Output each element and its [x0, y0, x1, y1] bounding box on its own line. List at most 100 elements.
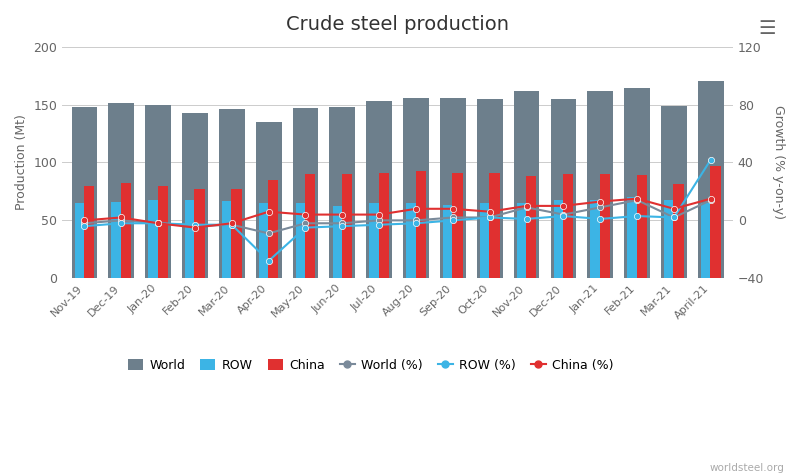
Line: World (%): World (%) [82, 197, 714, 237]
Bar [71, 107, 98, 278]
China (%) [485, 209, 494, 215]
China (%) [264, 209, 274, 215]
Bar [550, 99, 576, 278]
China (%) [595, 199, 605, 204]
Bar [554, 200, 564, 278]
ROW (%) [117, 220, 126, 226]
ROW (%) [669, 215, 678, 220]
Y-axis label: Growth (% y-on-y): Growth (% y-on-y) [772, 105, 785, 219]
ROW (%) [632, 213, 642, 219]
World (%) [301, 220, 310, 226]
World (%) [374, 218, 384, 223]
Bar [490, 173, 499, 278]
ROW (%) [558, 213, 568, 219]
World (%) [669, 215, 678, 220]
Bar [84, 186, 94, 278]
World (%) [264, 230, 274, 236]
Bar [406, 203, 417, 278]
World (%) [411, 218, 421, 223]
World (%) [522, 205, 531, 210]
Title: Crude steel production: Crude steel production [286, 15, 509, 34]
ROW (%) [374, 222, 384, 228]
Bar [268, 180, 278, 278]
World (%) [154, 220, 163, 226]
Text: ☰: ☰ [758, 19, 776, 38]
Bar [182, 113, 208, 278]
Bar [330, 107, 355, 278]
China (%) [411, 206, 421, 212]
China (%) [80, 218, 90, 223]
ROW (%) [227, 222, 237, 228]
ROW (%) [338, 223, 347, 229]
Bar [517, 203, 527, 278]
Bar [477, 99, 502, 278]
ROW (%) [706, 157, 716, 162]
World (%) [632, 197, 642, 203]
World (%) [595, 205, 605, 210]
Bar [296, 203, 306, 278]
World (%) [558, 212, 568, 218]
China (%) [190, 225, 200, 230]
Bar [194, 189, 205, 278]
Bar [333, 207, 343, 278]
Bar [370, 203, 380, 278]
China (%) [448, 206, 458, 212]
China (%) [374, 212, 384, 218]
Bar [342, 174, 352, 278]
China (%) [558, 203, 568, 209]
ROW (%) [301, 225, 310, 230]
Line: ROW (%): ROW (%) [82, 156, 714, 264]
Bar [74, 203, 85, 278]
China (%) [154, 220, 163, 226]
World (%) [190, 223, 200, 229]
ROW (%) [411, 220, 421, 226]
Bar [366, 101, 392, 278]
Bar [698, 81, 724, 278]
Bar [587, 91, 613, 278]
Bar [514, 91, 539, 278]
Bar [111, 202, 122, 278]
Bar [256, 122, 282, 278]
Bar [222, 200, 232, 278]
Bar [121, 183, 131, 278]
ROW (%) [448, 218, 458, 223]
Bar [624, 88, 650, 278]
World (%) [117, 218, 126, 223]
Bar [661, 106, 687, 278]
Bar [415, 171, 426, 278]
Bar [148, 200, 158, 278]
ROW (%) [485, 215, 494, 220]
Bar [526, 176, 536, 278]
Bar [185, 200, 195, 278]
Line: China (%): China (%) [82, 196, 714, 231]
Y-axis label: Production (Mt): Production (Mt) [15, 114, 28, 210]
Bar [378, 173, 389, 278]
China (%) [338, 212, 347, 218]
China (%) [117, 215, 126, 220]
ROW (%) [522, 216, 531, 222]
China (%) [669, 206, 678, 212]
Legend: World, ROW, China, World (%), ROW (%), China (%): World, ROW, China, World (%), ROW (%), C… [123, 354, 618, 377]
Bar [627, 197, 638, 278]
ROW (%) [595, 216, 605, 222]
Bar [403, 98, 429, 278]
China (%) [301, 212, 310, 218]
Bar [563, 174, 574, 278]
Bar [480, 203, 490, 278]
ROW (%) [154, 220, 163, 226]
Bar [710, 166, 721, 278]
Bar [701, 203, 711, 278]
Bar [305, 174, 315, 278]
Bar [146, 104, 171, 278]
Bar [219, 109, 245, 278]
World (%) [80, 220, 90, 226]
Bar [259, 203, 269, 278]
Bar [674, 184, 684, 278]
Text: worldsteel.org: worldsteel.org [709, 463, 784, 473]
Bar [108, 104, 134, 278]
ROW (%) [190, 222, 200, 228]
World (%) [706, 197, 716, 203]
ROW (%) [80, 223, 90, 229]
Bar [158, 186, 168, 278]
Bar [600, 174, 610, 278]
